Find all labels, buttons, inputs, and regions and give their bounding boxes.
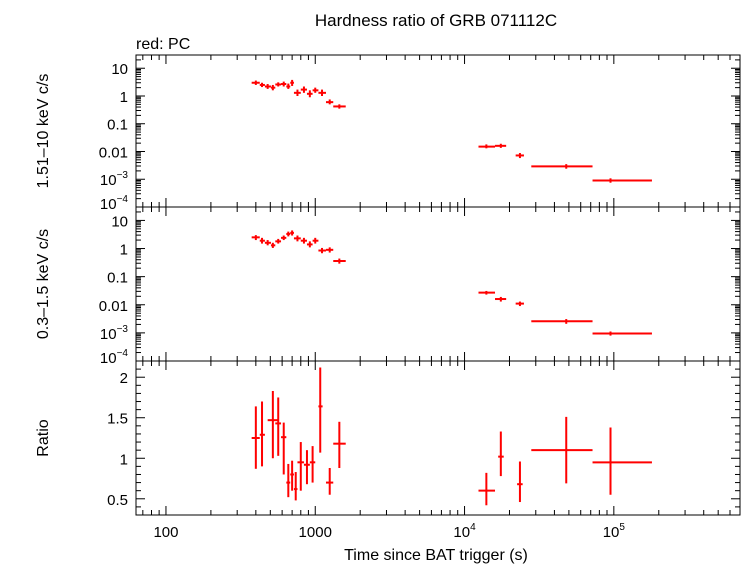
y-tick-label: 10−4 [100, 348, 129, 367]
data-point [592, 331, 652, 336]
y-tick-label: 10−3 [100, 324, 129, 343]
panel-2: 10 1 0.1 0.01 10−3 10−4 0.3–1.5 keV c/s [35, 206, 741, 367]
data-point [515, 153, 524, 159]
data-point [293, 89, 301, 96]
data-point [251, 406, 260, 469]
y-axis-label: 1.51–10 keV c/s [35, 74, 52, 189]
data-point [297, 442, 304, 491]
data-point [275, 397, 282, 456]
data-point [293, 235, 301, 242]
y-axis-label: 0.3–1.5 keV c/s [35, 229, 52, 339]
y-tick-label: 1 [120, 451, 128, 468]
data-point [259, 401, 265, 467]
y-tick-label: 0.01 [99, 144, 128, 161]
data-point [306, 90, 313, 98]
data-point [333, 258, 346, 264]
data-point [478, 290, 496, 295]
data-point [270, 242, 276, 248]
panel-frame [135, 360, 741, 516]
data-point [478, 144, 496, 149]
data-point [281, 235, 287, 241]
y-tick-label: 1.5 [107, 411, 128, 428]
data-point [264, 84, 271, 89]
data-point [333, 421, 346, 468]
data-point [325, 247, 334, 253]
data-point [495, 143, 507, 148]
data-point [251, 235, 260, 241]
y-tick-label: 0.1 [107, 270, 128, 287]
y-tick-label: 10−4 [100, 194, 129, 213]
data-point [531, 164, 593, 169]
y-tick-label: 10−3 [100, 170, 129, 189]
x-tick-label: 105 [603, 522, 626, 541]
data-point [531, 319, 593, 324]
data-point [290, 79, 294, 86]
data-point [318, 89, 326, 96]
data-point [300, 86, 307, 93]
data-point [275, 238, 282, 244]
data-point [300, 237, 307, 244]
data-point [531, 416, 593, 484]
data-point [281, 81, 287, 87]
y-tick-label: 0.01 [99, 298, 128, 315]
x-axis-label: Time since BAT trigger (s) [344, 547, 528, 564]
data-point [478, 472, 496, 506]
x-tick-label: 100 [153, 524, 178, 541]
data-point [495, 296, 507, 302]
y-tick-label: 10 [111, 61, 128, 78]
chart-subtitle: red: PC [136, 36, 190, 53]
data-point [270, 84, 276, 91]
data-point [498, 431, 504, 477]
data-point [290, 230, 294, 236]
x-tick-label: 104 [453, 522, 476, 541]
data-point [306, 241, 313, 248]
panels-group: 10 1 0.1 0.01 10−3 10−4 1.51–10 keV c/s 10 1 0.1 0… [35, 54, 741, 541]
data-point [318, 367, 323, 453]
panel-1: 10 1 0.1 0.01 10−3 10−4 1.51–10 keV c/s [35, 54, 741, 213]
data-point [281, 422, 287, 475]
data-point [267, 390, 278, 459]
panel-frame [135, 54, 741, 208]
y-tick-label: 1 [120, 242, 128, 259]
data-point [286, 83, 291, 89]
y-tick-label: 1 [120, 89, 128, 106]
data-point [592, 427, 652, 495]
data-point [515, 301, 524, 307]
y-tick-label: 2 [120, 370, 128, 387]
data-point [333, 104, 346, 109]
data-point [309, 446, 316, 483]
data-point [275, 82, 282, 87]
data-point [264, 240, 271, 246]
data-point [312, 87, 319, 93]
data-point [293, 472, 298, 501]
data-point [286, 231, 291, 237]
data-point [290, 460, 294, 491]
y-tick-label: 0.5 [107, 492, 128, 509]
data-point [517, 461, 523, 503]
data-point [286, 463, 291, 498]
y-axis-label: Ratio [35, 419, 52, 456]
data-point [251, 80, 260, 85]
data-point [312, 237, 319, 244]
data-point [259, 82, 265, 88]
data-point [325, 467, 334, 495]
panel-frame [135, 206, 741, 362]
y-tick-label: 0.1 [107, 117, 128, 134]
y-tick-label: 10 [111, 213, 128, 230]
data-point [303, 450, 310, 485]
data-point [259, 237, 265, 244]
panel-3: 0.5 1 1.5 2 Ratio [35, 360, 741, 516]
chart-title: Hardness ratio of GRB 071112C [315, 11, 557, 30]
data-point [325, 99, 334, 105]
data-point [318, 247, 326, 254]
x-tick-label: 1000 [299, 524, 332, 541]
data-point [592, 178, 652, 183]
